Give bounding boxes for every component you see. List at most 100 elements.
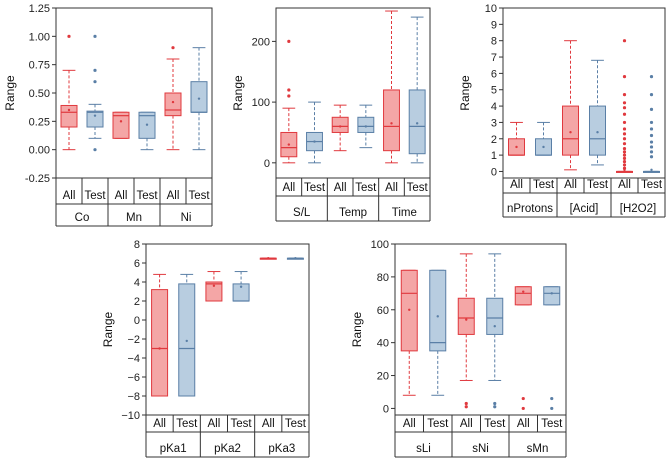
selectivity-series-label: All [460, 418, 473, 430]
conditions-mean-point [415, 122, 419, 125]
conditions-box-Temp-All [331, 116, 349, 133]
pka-group-label-pKa2: pKa2 [214, 443, 241, 455]
pka-box-pKa2-All [205, 281, 223, 302]
selectivity-series-label: All [517, 418, 530, 430]
pka-ytick-label: −6 [127, 372, 140, 384]
conditions-series-label: All [334, 182, 347, 194]
reagents-outlier-point [649, 140, 654, 144]
selectivity-outlier-point [550, 396, 554, 401]
conditions-group-label-Temp: Temp [339, 207, 367, 219]
reagents-group-label-nProtons: nProtons [507, 203, 553, 215]
reagents-ytick-label: 10 [485, 3, 497, 15]
reagents-outlier-point [649, 155, 654, 159]
pka-ylabel: Range [101, 312, 115, 348]
reagents-plot-frame [502, 7, 666, 179]
pka-series-label: All [208, 418, 221, 430]
conditions-ylabel: Range [231, 75, 245, 111]
selectivity-ytick-label: 0 [383, 403, 389, 415]
selectivity-series-label: All [403, 418, 416, 430]
reagents-group-label-[H2O2]: [H2O2] [620, 203, 656, 215]
metals-ytick-label: 0.25 [29, 116, 50, 128]
reagents-outlier-point [649, 145, 654, 149]
conditions-box-Temp-Test [357, 116, 375, 133]
pka-mean-point [185, 339, 188, 343]
pka-group-label-pKa1: pKa1 [160, 443, 187, 455]
reagents-series-label: Test [587, 179, 609, 191]
metals-outlier-point [93, 148, 97, 152]
conditions-series-label: Test [407, 182, 429, 194]
selectivity-ytick-label: 40 [377, 338, 389, 350]
metals-mean-point [67, 108, 71, 112]
conditions-series-label: All [385, 182, 398, 194]
selectivity-ytick-label: 80 [377, 272, 389, 284]
reagents-ylabel: Range [458, 75, 472, 111]
metals-box-Co-All [60, 104, 78, 128]
metals-outlier-point [67, 34, 71, 38]
pka-series-label: Test [231, 418, 253, 430]
conditions-group-label-S/L: S/L [293, 207, 311, 219]
reagents-ytick-label: 1 [491, 150, 497, 162]
reagents-outlier-point [622, 150, 627, 154]
metals-series-label: All [115, 190, 128, 202]
reagents-outlier-point [649, 133, 654, 138]
pka-series-label: Test [285, 418, 307, 430]
reagents-ytick-label: 4 [491, 101, 497, 113]
reagents-ytick-label: 6 [491, 68, 497, 80]
selectivity-group-label-sMn: sMn [527, 443, 549, 455]
metals-mean-point [197, 97, 201, 100]
reagents-series-label: All [510, 179, 523, 191]
reagents-box-[Acid]-All [562, 105, 579, 156]
reagents-mean-point [650, 168, 653, 172]
pka-mean-point [239, 285, 243, 288]
metals-outlier-point [93, 34, 97, 38]
pka-box-pKa1-All [151, 289, 169, 397]
reagents-outlier-point [622, 160, 627, 164]
metals-mean-point [145, 123, 149, 126]
metals-mean-point [119, 120, 123, 123]
reagents-outlier-point [622, 39, 627, 43]
reagents-outlier-point [622, 156, 627, 160]
reagents-outlier-point [622, 146, 627, 151]
metals-plot-frame [55, 7, 213, 179]
metals-ytick-label: 0.75 [29, 60, 50, 72]
selectivity-outlier-point [521, 406, 525, 411]
selectivity-group-label-sLi: sLi [416, 443, 431, 455]
conditions-series-label: Test [355, 182, 377, 194]
conditions-outlier-point [287, 39, 291, 43]
pka-ytick-label: −8 [127, 391, 140, 403]
selectivity-outlier-point [464, 405, 468, 409]
selectivity-box-sNi-Test [486, 297, 504, 335]
pka-ytick-label: 2 [134, 296, 140, 308]
selectivity-ylabel: Range [350, 312, 364, 348]
selectivity-outlier-point [493, 405, 497, 409]
metals-ytick-label: 1.00 [29, 31, 50, 43]
metals-group-label-Ni: Ni [181, 212, 192, 224]
reagents-outlier-point [622, 75, 627, 79]
conditions-group-label-Time: Time [392, 207, 417, 219]
reagents-outlier-point [622, 163, 627, 167]
reagents-outlier-point [649, 75, 654, 79]
selectivity-series-label: Test [484, 418, 506, 430]
conditions-mean-point [338, 125, 342, 128]
reagents-outlier-point [622, 132, 627, 136]
pka-ytick-label: 6 [134, 258, 140, 270]
reagents-mean-point [596, 131, 599, 134]
selectivity-mean-point [550, 292, 553, 295]
selectivity-outlier-point [464, 401, 468, 406]
pka-series-label: All [153, 418, 166, 430]
selectivity-box-sMn-Test [543, 286, 561, 306]
pka-plot-frame [145, 243, 310, 416]
metals-series-label: Test [188, 190, 210, 202]
selectivity-mean-point [493, 325, 496, 328]
selectivity-ytick-label: 100 [371, 239, 389, 251]
pka-mean-point [294, 257, 297, 260]
metals-series-label: Test [84, 190, 106, 202]
pka-series-label: Test [176, 418, 198, 430]
metals-ylabel: Range [3, 75, 17, 111]
reagents-mean-point [569, 131, 572, 134]
pka-mean-point [267, 257, 270, 260]
metals-ytick-label: 0.50 [29, 88, 50, 100]
metals-group-label-Co: Co [75, 212, 90, 224]
pka-ytick-label: −4 [127, 353, 140, 365]
reagents-outlier-point [622, 106, 627, 110]
